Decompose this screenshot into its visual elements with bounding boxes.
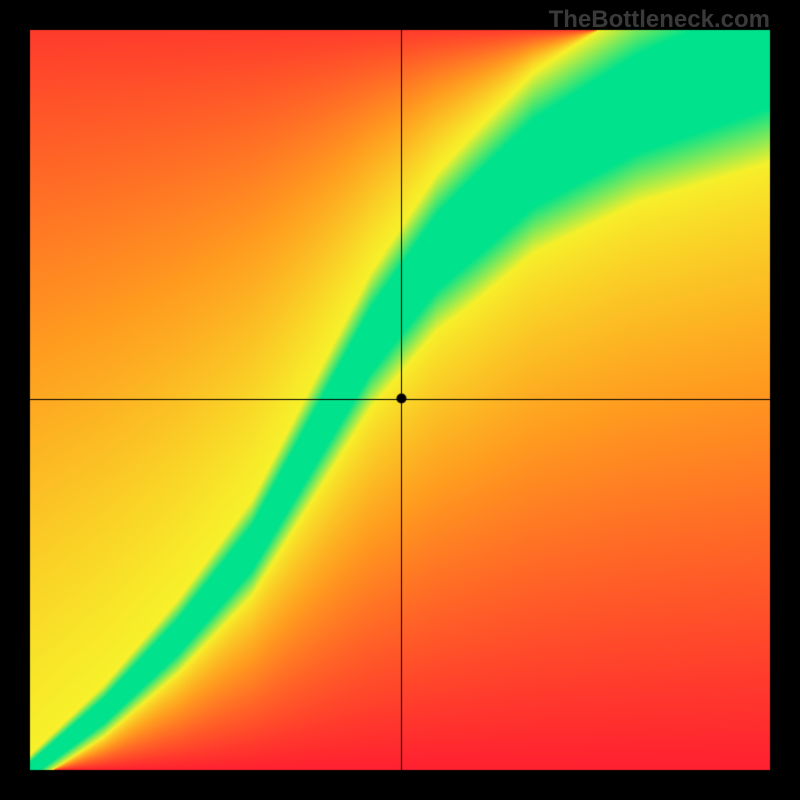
chart-container: TheBottleneck.com xyxy=(0,0,800,800)
watermark-text: TheBottleneck.com xyxy=(549,6,770,34)
bottleneck-heatmap xyxy=(0,0,800,800)
